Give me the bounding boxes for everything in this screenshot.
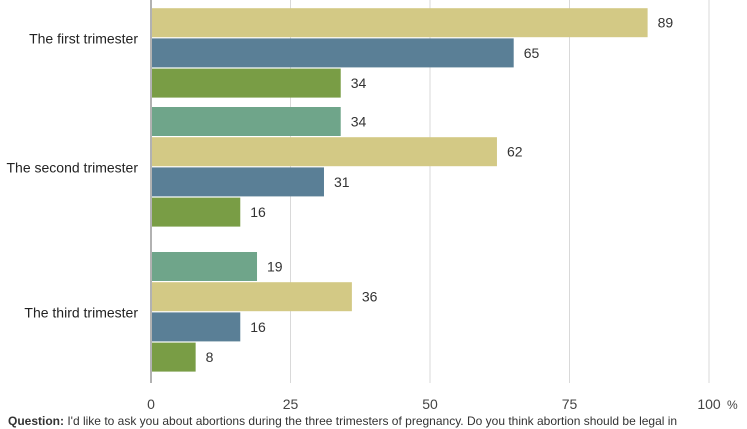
tick-label-0: 0 [147, 396, 155, 412]
value-label-1-0: 34 [351, 114, 367, 130]
value-label-2-3: 8 [206, 349, 214, 365]
bar-0-1 [152, 8, 648, 38]
bar-2-1 [152, 282, 352, 312]
value-label-2-0: 19 [267, 259, 283, 275]
value-labels: 89 65 34 34 62 31 16 19 36 16 8 [206, 15, 674, 365]
value-label-1-3: 16 [250, 204, 266, 220]
x-axis-ticks: 0 25 50 75 100 [147, 396, 721, 412]
bar-1-0 [152, 107, 341, 136]
bar-2-3 [152, 342, 196, 372]
value-label-2-2: 16 [250, 319, 266, 335]
footnote-label: Question: [8, 414, 64, 428]
category-label-0: The first trimester [29, 30, 138, 46]
bar-1-2 [152, 167, 324, 197]
bar-2-0 [152, 252, 258, 281]
footnote-text: I'd like to ask you about abortions duri… [67, 414, 678, 428]
bar-2-2 [152, 312, 241, 342]
tick-label-50: 50 [422, 396, 438, 412]
bar-0-3 [152, 68, 341, 98]
category-label-1: The second trimester [7, 159, 139, 175]
tick-label-25: 25 [283, 396, 299, 412]
value-label-0-1: 89 [658, 15, 674, 31]
x-axis-unit: % [727, 398, 738, 412]
value-label-0-3: 34 [351, 75, 367, 91]
bar-0-2 [152, 38, 514, 68]
tick-label-100: 100 [697, 396, 721, 412]
footnote: Question: I'd like to ask you about abor… [8, 413, 747, 429]
bar-1-1 [152, 137, 497, 167]
bar-1-3 [152, 197, 241, 227]
tick-label-75: 75 [562, 396, 578, 412]
value-label-0-2: 65 [524, 45, 540, 61]
category-label-2: The third trimester [24, 304, 138, 320]
bars [152, 8, 648, 372]
category-labels: The first trimester The second trimester T… [7, 30, 139, 320]
value-label-1-2: 31 [334, 174, 350, 190]
value-label-1-1: 62 [507, 144, 523, 160]
bar-chart: The first trimester The second trimester T… [7, 0, 738, 412]
value-label-2-1: 36 [362, 289, 378, 305]
